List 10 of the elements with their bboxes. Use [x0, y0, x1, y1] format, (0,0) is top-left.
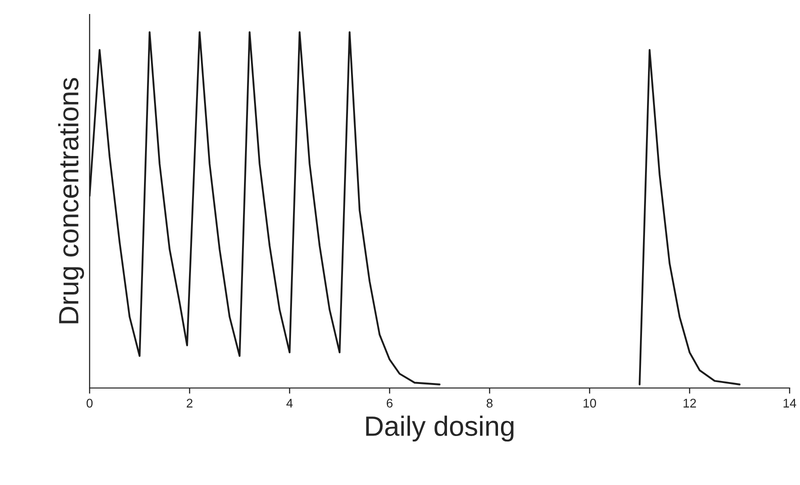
- x-tick-label: 12: [684, 398, 696, 408]
- y-axis-title: Drug concentrations: [58, 78, 84, 324]
- x-tick-label: 10: [584, 398, 596, 408]
- x-axis-title: Daily dosing: [366, 416, 514, 442]
- x-tick-label: 14: [784, 398, 796, 408]
- x-tick-label: 0: [86, 398, 93, 408]
- x-tick-label: 2: [186, 398, 192, 408]
- x-tick-label: 6: [386, 398, 393, 408]
- x-tick-label: 4: [286, 398, 293, 408]
- x-tick-label: 8: [486, 398, 493, 408]
